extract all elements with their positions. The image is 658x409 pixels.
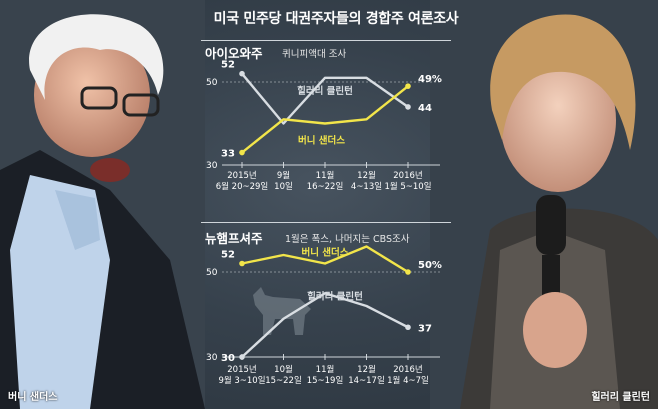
x-tick-label: 6월 20~29일: [216, 181, 269, 192]
end-value-label: 37: [418, 323, 432, 334]
series-name-label: 힐러리 클린턴: [297, 85, 353, 97]
x-tick-label: 9월: [277, 170, 290, 181]
x-tick-label: 2016년: [393, 170, 422, 181]
start-value-label: 52: [221, 60, 235, 71]
x-tick-label: 1월 4~7일: [387, 375, 429, 386]
x-tick-label: 10월: [274, 364, 293, 375]
democratic-donkey-icon: [253, 287, 311, 335]
series-name-label: 힐러리 클린턴: [307, 290, 363, 302]
start-value-label: 30: [221, 353, 235, 364]
series-line: [241, 72, 409, 125]
main-title: 미국 민주당 대권주자들의 경합주 여론조사: [213, 11, 459, 27]
x-tick-label: 15~19일: [307, 376, 344, 386]
iowa-title: 아이오와주: [205, 46, 263, 61]
sanders-photo: [0, 0, 205, 409]
x-tick-label: 15~22일: [265, 376, 302, 386]
nh-subtitle: 1월은 폭스, 나머지는 CBS조사: [285, 234, 410, 245]
data-point: [405, 104, 411, 110]
start-value-label: 33: [221, 149, 235, 160]
x-tick-label: 2015년: [227, 170, 256, 181]
x-tick-label: 2015년: [227, 364, 256, 375]
section-rule: [201, 40, 451, 41]
data-point: [405, 83, 411, 89]
x-tick-label: 16~22일: [307, 182, 344, 192]
section-rule: [201, 222, 451, 223]
data-point: [239, 260, 245, 267]
data-point: [405, 324, 411, 331]
x-tick-label: 1월 5~10일: [384, 181, 431, 192]
y-tick-label: 30: [206, 353, 218, 363]
series-name-label: 버니 샌더스: [301, 247, 348, 259]
series-line: [241, 245, 409, 274]
iowa-subtitle: 퀴니피액대 조사: [282, 49, 347, 60]
data-point: [239, 149, 245, 156]
series-name-label: 버니 샌더스: [298, 135, 345, 147]
x-tick-label: 12월: [357, 170, 376, 181]
data-point: [405, 269, 411, 275]
end-value-label: 50%: [418, 260, 442, 271]
x-tick-label: 9월 3~10일: [218, 375, 265, 386]
series-line: [241, 85, 409, 154]
x-tick-label: 10일: [274, 182, 293, 192]
x-tick-label: 2016년: [393, 364, 422, 375]
clinton-caption: 힐러리 클린턴: [591, 392, 650, 403]
clinton-photo: [430, 0, 658, 409]
start-value-label: 52: [221, 250, 235, 261]
x-tick-label: 12월: [357, 364, 376, 375]
end-value-label: 44: [418, 103, 432, 114]
x-tick-label: 4~13일: [351, 182, 382, 192]
x-tick-label: 11월: [316, 170, 335, 181]
y-tick-label: 30: [206, 161, 218, 171]
y-tick-label: 50: [206, 78, 218, 88]
sanders-caption: 버니 샌더스: [8, 392, 58, 403]
x-tick-label: 14~17일: [348, 376, 385, 386]
series-line: [241, 292, 409, 358]
nh-title: 뉴햄프셔주: [205, 231, 263, 246]
y-tick-label: 50: [206, 268, 218, 278]
data-point: [239, 354, 245, 360]
end-value-label: 49%: [418, 74, 442, 85]
x-tick-label: 11월: [316, 364, 335, 375]
data-point: [239, 70, 245, 77]
